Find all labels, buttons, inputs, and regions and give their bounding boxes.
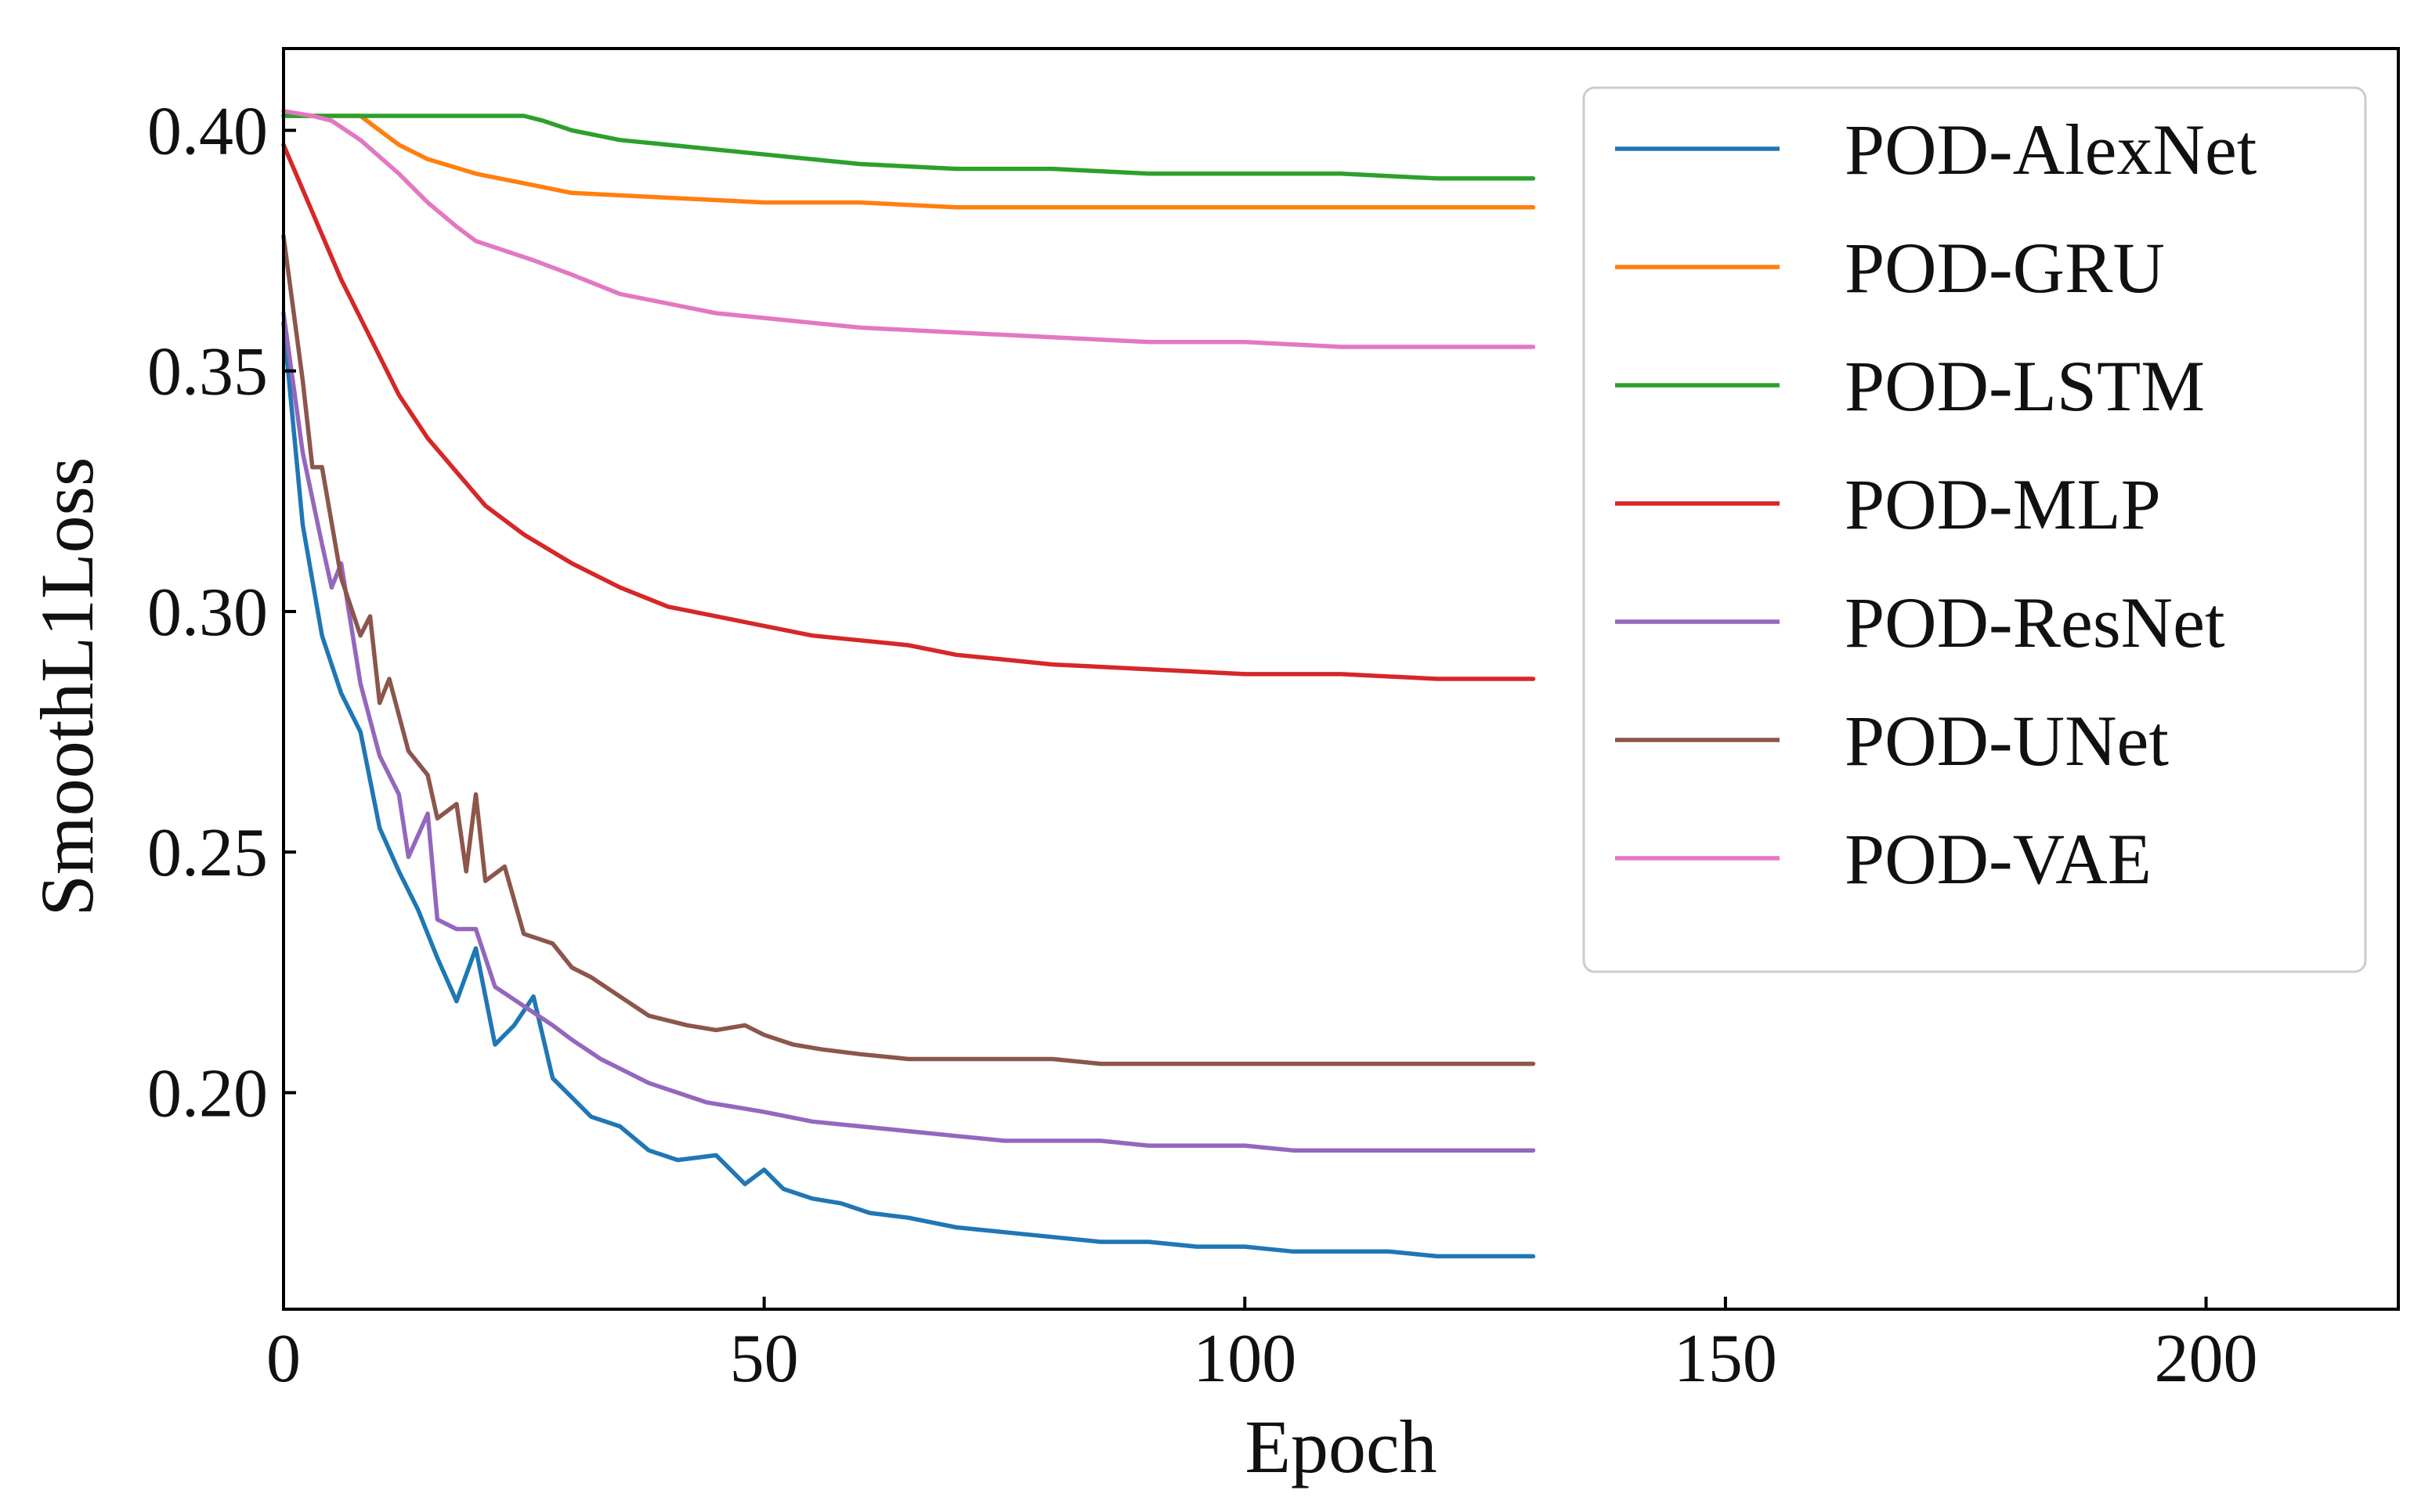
x-tick-label: 100	[1193, 1321, 1296, 1397]
y-tick-label: 0.40	[147, 93, 268, 169]
series-line-pod-lstm	[281, 114, 1536, 181]
x-axis-label: Epoch	[1245, 1405, 1436, 1489]
y-tick-label: 0.25	[147, 815, 268, 891]
x-tick-label: 200	[2155, 1321, 2258, 1397]
legend-box	[1582, 86, 2367, 973]
y-tick-label: 0.30	[147, 575, 268, 651]
y-tick-label: 0.20	[147, 1056, 268, 1131]
series-line-pod-gru	[281, 114, 1536, 210]
series-line-pod-resnet	[281, 311, 1536, 1153]
legend-label: POD-GRU	[1845, 228, 2165, 308]
series-layer	[281, 109, 1536, 1259]
y-axis-label: SmoothL1Loss	[25, 457, 109, 917]
series-line-pod-vae	[281, 109, 1536, 349]
series-line-pod-alexnet	[281, 320, 1536, 1259]
plot-frame	[282, 47, 2400, 1311]
ticks-layer: 0 50 100 150 200 0.20 0.25 0.30 0.35 0.40	[147, 93, 2258, 1397]
y-tick-label: 0.35	[147, 334, 268, 410]
legend: POD-AlexNet POD-GRU POD-LSTM POD-MLP POD-Res…	[1582, 86, 2367, 973]
legend-label: POD-AlexNet	[1845, 110, 2257, 189]
legend-label: POD-VAE	[1845, 819, 2152, 899]
legend-label: POD-LSTM	[1845, 346, 2205, 426]
series-line-pod-unet	[281, 233, 1536, 1066]
legend-label: POD-MLP	[1845, 464, 2161, 544]
legend-label: POD-UNet	[1845, 701, 2169, 781]
series-line-pod-mlp	[281, 143, 1536, 681]
x-tick-label: 50	[730, 1321, 799, 1397]
legend-label: POD-ResNet	[1845, 583, 2225, 662]
x-tick-label: 0	[266, 1321, 301, 1397]
x-tick-label: 150	[1674, 1321, 1777, 1397]
legend-items: POD-AlexNet POD-GRU POD-LSTM POD-MLP POD-Res…	[1615, 110, 2257, 899]
